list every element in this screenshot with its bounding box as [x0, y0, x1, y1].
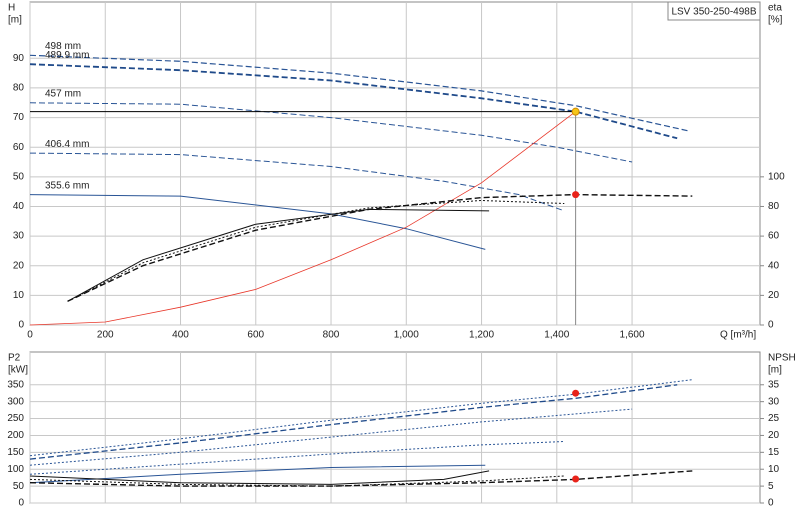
- y-tick-label: 30: [13, 231, 25, 242]
- x-tick-label: 1,000: [394, 330, 419, 341]
- x-tick-label: 1,400: [544, 330, 569, 341]
- curve: [29, 102, 633, 163]
- y2-tick-label: 40: [768, 260, 780, 271]
- y2-tick-label: 10: [768, 464, 780, 475]
- y2-tick-label: 25: [768, 413, 780, 424]
- curve: [29, 464, 486, 484]
- y-tick-label: 150: [7, 447, 24, 458]
- y-tick-label: 50: [13, 481, 25, 492]
- y2-tick-label: 100: [768, 171, 785, 182]
- curve: [29, 54, 689, 132]
- curve: [29, 152, 565, 212]
- y-tick-label: 0: [18, 320, 24, 331]
- y-tick-label: 90: [13, 53, 25, 64]
- y2-axis-unit: [%]: [768, 15, 783, 26]
- y-tick-label: 70: [13, 112, 25, 123]
- curve: [29, 441, 565, 475]
- curve-label: 406.4 mm: [45, 139, 89, 150]
- y-tick-label: 300: [7, 396, 24, 407]
- y2-tick-label: 20: [768, 430, 780, 441]
- y2-tick-label: 80: [768, 201, 780, 212]
- curve: [29, 384, 678, 460]
- curve: [29, 111, 576, 326]
- y2-tick-label: 15: [768, 447, 780, 458]
- x-tick-label: 800: [323, 330, 340, 341]
- curve-label: 489.9 mm: [45, 50, 89, 61]
- y-tick-label: 20: [13, 260, 25, 271]
- y2-tick-label: 20: [768, 290, 780, 301]
- y-tick-label: 250: [7, 413, 24, 424]
- curve: [67, 208, 490, 302]
- curve: [29, 475, 565, 487]
- y2-tick-label: 35: [768, 379, 780, 390]
- duty-point: [572, 389, 580, 397]
- curve: [67, 199, 565, 302]
- y-axis-label: P2: [8, 353, 21, 364]
- y-tick-label: 100: [7, 464, 24, 475]
- curve-label: 355.6 mm: [45, 180, 89, 191]
- model-label: LSV 350-250-498B: [671, 7, 756, 18]
- y2-tick-label: 30: [768, 396, 780, 407]
- x-axis-label: Q [m³/h]: [720, 330, 756, 341]
- y-tick-label: 80: [13, 83, 25, 94]
- y2-tick-label: 0: [768, 320, 774, 331]
- x-tick-label: 1,200: [469, 330, 494, 341]
- y2-tick-label: 60: [768, 231, 780, 242]
- y-axis-unit: [m]: [8, 15, 22, 26]
- duty-point: [572, 475, 580, 483]
- x-tick-label: 200: [97, 330, 114, 341]
- y2-tick-label: 5: [768, 481, 774, 492]
- x-tick-label: 600: [247, 330, 264, 341]
- x-tick-label: 400: [172, 330, 189, 341]
- y-tick-label: 60: [13, 142, 25, 153]
- y-axis-label: H: [8, 3, 15, 14]
- plot-area: [29, 1, 761, 326]
- y-tick-label: 350: [7, 379, 24, 390]
- y2-axis-unit: [m]: [768, 365, 782, 376]
- y2-axis-label: eta: [768, 3, 782, 14]
- y2-axis-label: NPSH: [768, 353, 796, 364]
- y-tick-label: 200: [7, 430, 24, 441]
- y2-tick-label: 0: [768, 498, 774, 509]
- curve: [29, 379, 693, 457]
- x-tick-label: 1,600: [620, 330, 645, 341]
- model-box: [667, 1, 761, 21]
- y-tick-label: 50: [13, 171, 25, 182]
- duty-point: [572, 191, 580, 199]
- curve-label: 498 mm: [45, 41, 81, 52]
- plot-area: [29, 351, 761, 504]
- duty-point: [571, 107, 580, 116]
- curve-label: 457 mm: [45, 88, 81, 99]
- y-tick-label: 10: [13, 290, 25, 301]
- y-tick-label: 0: [18, 498, 24, 509]
- y-axis-unit: [kW]: [8, 365, 28, 376]
- y-tick-label: 40: [13, 201, 25, 212]
- curve: [29, 470, 490, 485]
- x-tick-label: 0: [27, 330, 33, 341]
- curve: [29, 408, 633, 466]
